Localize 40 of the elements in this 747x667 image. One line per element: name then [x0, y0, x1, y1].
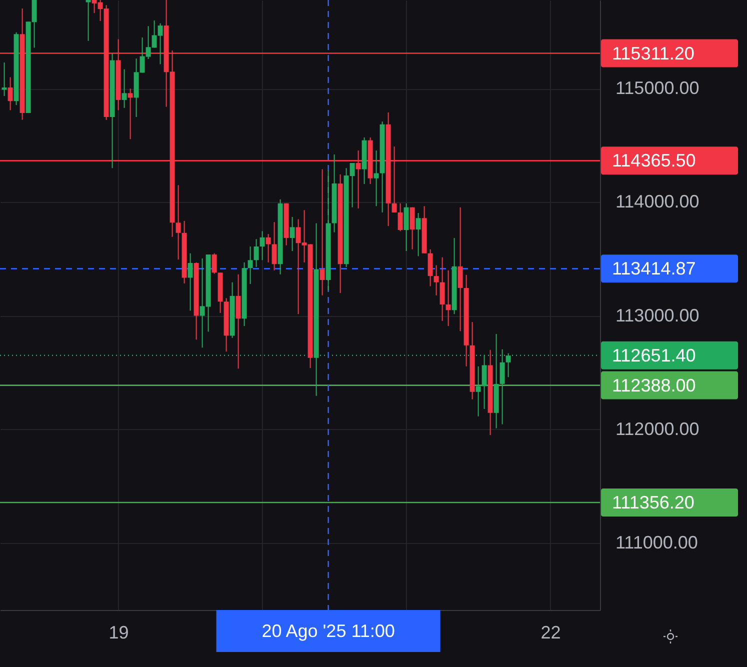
y-tick-label: 112000.00 — [616, 418, 700, 439]
candlestick — [122, 68, 127, 108]
candlestick — [320, 168, 325, 296]
candlestick — [212, 252, 217, 274]
candlestick — [8, 76, 13, 111]
ref-line-label: 112388.00 — [612, 375, 696, 396]
ref-line-label: 115311.20 — [612, 43, 694, 64]
candlestick — [272, 222, 277, 271]
x-tick-label: 22 — [540, 622, 561, 642]
candlestick — [440, 256, 445, 322]
candlestick — [428, 248, 433, 287]
candlestick — [266, 234, 271, 263]
candlestick — [260, 230, 265, 261]
candlestick — [290, 216, 295, 252]
candlestick — [458, 206, 463, 332]
candlestick — [404, 202, 409, 252]
y-tick-label: 115000.00 — [616, 78, 700, 98]
x-tick-label: 19 — [108, 622, 129, 642]
candlestick — [434, 264, 439, 296]
ref-line-label: 20 Ago '25 11:00 — [262, 621, 395, 641]
y-tick-label: 111000.00 — [616, 532, 698, 552]
candlestick — [446, 270, 451, 327]
candlestick — [236, 274, 241, 370]
candlestick — [374, 150, 379, 207]
y-tick-label: 113000.00 — [616, 305, 700, 326]
ref-line-label: 112651.40 — [612, 345, 696, 366]
ref-line-label: 114365.50 — [612, 150, 696, 171]
candlestick — [188, 252, 193, 312]
ref-line-label: 111356.20 — [612, 492, 694, 513]
candlestick — [398, 202, 403, 232]
candlestick — [86, 0, 91, 42]
candlestick — [476, 366, 481, 417]
candlestick — [176, 184, 181, 260]
candlestick — [416, 212, 421, 257]
candlestick — [248, 246, 253, 284]
y-tick-label: 114000.00 — [616, 192, 700, 212]
candlestick — [128, 88, 133, 140]
candlestick — [410, 206, 415, 250]
ref-line-label: 113414.87 — [612, 258, 696, 279]
candlestick — [254, 238, 259, 268]
